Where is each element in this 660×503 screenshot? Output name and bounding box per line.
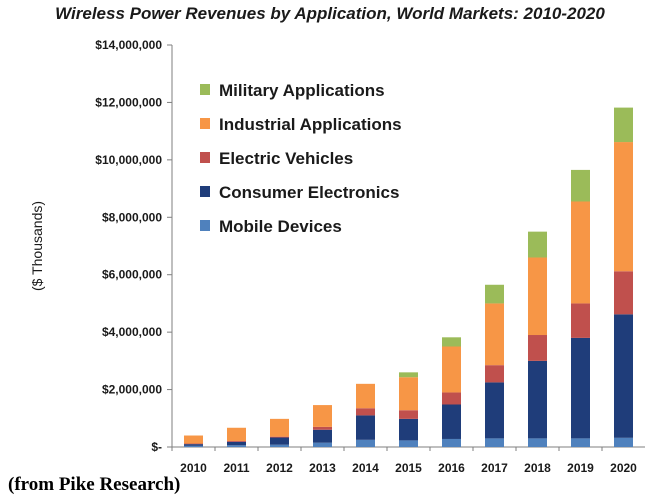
bar-mobile-devices-2013 (313, 442, 332, 447)
bar-consumer-electronics-2018 (528, 360, 547, 439)
bar-electric-vehicles-2020 (614, 271, 633, 315)
x-tick-label: 2016 (438, 461, 465, 475)
bar-electric-vehicles-2018 (528, 335, 547, 361)
bar-mobile-devices-2010 (184, 445, 203, 447)
bars-layer (184, 107, 633, 447)
bar-electric-vehicles-2017 (485, 365, 504, 383)
source-note: (from Pike Research) (8, 474, 181, 495)
bar-industrial-applications-2015 (399, 377, 418, 411)
bar-electric-vehicles-2015 (399, 410, 418, 419)
legend-label: Military Applications (219, 81, 385, 100)
bar-military-applications-2017 (485, 284, 504, 304)
chart-title: Wireless Power Revenues by Application, … (55, 4, 605, 23)
bar-mobile-devices-2016 (442, 438, 461, 447)
bar-mobile-devices-2015 (399, 440, 418, 447)
bar-military-applications-2018 (528, 231, 547, 258)
bar-consumer-electronics-2019 (571, 337, 590, 439)
x-tick-label: 2019 (567, 461, 594, 475)
ticks-layer: $- $2,000,000 $4,000,000 $6,000,000 $8,000,0… (29, 38, 637, 475)
x-tick-label: 2015 (395, 461, 422, 475)
x-tick-label: 2017 (481, 461, 508, 475)
x-tick-label: 2010 (180, 461, 207, 475)
bar-industrial-applications-2013 (313, 405, 332, 427)
bar-mobile-devices-2011 (227, 445, 246, 447)
legend-label: Electric Vehicles (219, 149, 353, 168)
x-tick-label: 2018 (524, 461, 551, 475)
legend-swatch-electric-vehicles (200, 152, 210, 163)
bar-electric-vehicles-2019 (571, 303, 590, 338)
y-tick-label: $14,000,000 (95, 38, 162, 52)
x-tick-label: 2013 (309, 461, 336, 475)
y-axis-label: ($ Thousands) (29, 201, 45, 291)
legend-label: Consumer Electronics (219, 183, 399, 202)
bar-consumer-electronics-2020 (614, 314, 633, 438)
bar-mobile-devices-2014 (356, 439, 375, 447)
bar-electric-vehicles-2011 (227, 440, 246, 442)
legend-swatch-industrial-applications (200, 118, 210, 129)
y-tick-label: $6,000,000 (102, 268, 162, 282)
bar-industrial-applications-2014 (356, 383, 375, 409)
bar-electric-vehicles-2013 (313, 426, 332, 430)
legend-swatch-mobile-devices (200, 220, 210, 231)
bar-mobile-devices-2018 (528, 438, 547, 447)
y-tick-label: $- (151, 440, 162, 454)
x-tick-label: 2012 (266, 461, 293, 475)
bar-electric-vehicles-2010 (184, 443, 203, 445)
bar-consumer-electronics-2016 (442, 404, 461, 439)
bar-electric-vehicles-2012 (270, 436, 289, 438)
bar-military-applications-2019 (571, 169, 590, 202)
bar-consumer-electronics-2011 (227, 441, 246, 446)
bar-electric-vehicles-2016 (442, 392, 461, 405)
bar-mobile-devices-2012 (270, 444, 289, 447)
bar-industrial-applications-2012 (270, 418, 289, 437)
bar-consumer-electronics-2013 (313, 429, 332, 443)
bar-industrial-applications-2016 (442, 346, 461, 393)
bar-military-applications-2015 (399, 372, 418, 378)
y-tick-label: $10,000,000 (95, 153, 162, 167)
bar-mobile-devices-2017 (485, 438, 504, 447)
bar-industrial-applications-2010 (184, 435, 203, 444)
bar-mobile-devices-2019 (571, 438, 590, 447)
bar-consumer-electronics-2015 (399, 418, 418, 441)
bar-military-applications-2016 (442, 337, 461, 347)
bar-consumer-electronics-2017 (485, 382, 504, 439)
bar-industrial-applications-2019 (571, 201, 590, 304)
x-tick-label: 2020 (610, 461, 637, 475)
legend: Military Applications Industrial Applicat… (200, 81, 402, 236)
y-tick-label: $2,000,000 (102, 383, 162, 397)
x-tick-label: 2014 (352, 461, 379, 475)
legend-label: Mobile Devices (219, 217, 342, 236)
bar-consumer-electronics-2014 (356, 415, 375, 440)
bar-industrial-applications-2017 (485, 303, 504, 366)
legend-swatch-consumer-electronics (200, 186, 210, 197)
y-tick-label: $4,000,000 (102, 325, 162, 339)
bar-electric-vehicles-2014 (356, 408, 375, 416)
bar-industrial-applications-2011 (227, 427, 246, 441)
x-tick-label: 2011 (223, 461, 249, 475)
legend-swatch-military-applications (200, 84, 210, 95)
bar-industrial-applications-2020 (614, 142, 633, 272)
legend-label: Industrial Applications (219, 115, 402, 134)
y-tick-label: $8,000,000 (102, 210, 162, 224)
bar-military-applications-2020 (614, 107, 633, 143)
bar-consumer-electronics-2010 (184, 444, 203, 446)
y-tick-label: $12,000,000 (95, 95, 162, 109)
bar-consumer-electronics-2012 (270, 437, 289, 445)
bar-mobile-devices-2020 (614, 437, 633, 447)
bar-industrial-applications-2018 (528, 257, 547, 336)
